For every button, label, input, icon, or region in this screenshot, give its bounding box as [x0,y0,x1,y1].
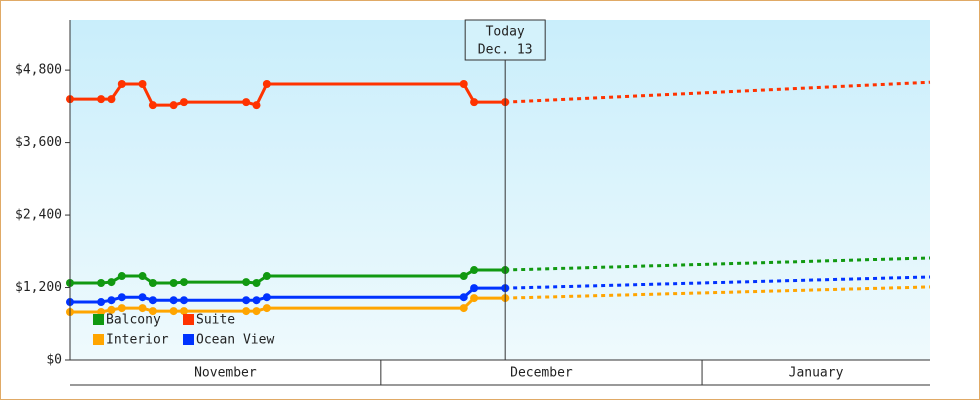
data-point [97,307,106,316]
data-point [169,296,178,305]
data-point [117,293,126,302]
forecast-line [505,80,931,104]
data-point [107,296,116,305]
x-tick-label: November [194,366,257,381]
legend-label: Balcony [106,313,161,328]
forecast-line [505,275,931,290]
data-point [262,80,271,89]
data-point [179,307,188,316]
data-point [459,272,468,281]
today-box [464,19,546,61]
data-point [262,304,271,313]
data-point [138,304,147,313]
data-point [179,278,188,287]
legend-swatch [93,334,104,345]
legend-label: Interior [106,333,169,348]
data-point [97,95,106,104]
legend-swatch [93,314,104,325]
data-point [242,278,251,287]
data-point [148,307,157,316]
y-tick-label: $4,800 [15,63,62,78]
y-tick-label: $3,600 [15,135,62,150]
legend-swatch [183,334,194,345]
data-point [138,293,147,302]
data-point [117,304,126,313]
x-tick-label: December [510,366,573,381]
data-point [262,293,271,302]
data-point [169,307,178,316]
data-point [252,296,261,305]
data-point [148,101,157,110]
legend-swatch [183,314,194,325]
forecast-line [505,285,931,300]
data-point [242,307,251,316]
data-point [470,284,479,293]
legend-label: Ocean View [196,333,274,348]
data-point [107,305,116,314]
plot-area [70,20,930,360]
data-point [169,279,178,288]
data-point [148,296,157,305]
data-point [97,298,106,307]
data-point [179,98,188,107]
data-point [179,296,188,305]
today-label: Today [486,25,525,40]
y-tick-label: $1,200 [15,280,62,295]
y-tick-label: $2,400 [15,208,62,223]
data-point [107,95,116,104]
data-point [470,98,479,107]
data-point [117,80,126,89]
data-point [252,101,261,110]
data-point [470,266,479,275]
data-point [242,98,251,107]
data-point [97,279,106,288]
today-label: Dec. 13 [478,43,533,58]
data-point [470,294,479,303]
data-point [262,272,271,281]
data-point [252,307,261,316]
data-point [459,80,468,89]
data-point [242,296,251,305]
legend-label: Suite [196,313,235,328]
data-point [117,272,126,281]
data-point [148,279,157,288]
data-point [459,304,468,313]
data-point [169,101,178,110]
x-tick-label: January [789,366,844,381]
data-point [138,80,147,89]
data-point [138,272,147,281]
data-point [459,293,468,302]
y-tick-label: $0 [46,353,62,368]
data-point [107,278,116,287]
forecast-line [505,256,931,272]
data-point [252,279,261,288]
